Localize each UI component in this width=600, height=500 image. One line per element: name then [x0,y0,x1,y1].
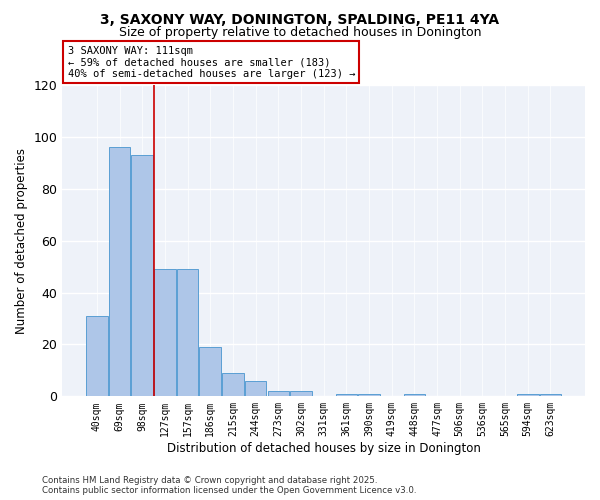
Bar [245,381,266,396]
Bar [517,394,539,396]
Bar [539,394,561,396]
Bar [404,394,425,396]
Bar [177,269,199,396]
Text: Contains HM Land Registry data © Crown copyright and database right 2025.
Contai: Contains HM Land Registry data © Crown c… [42,476,416,495]
Bar [199,347,221,397]
Bar [358,394,380,396]
Y-axis label: Number of detached properties: Number of detached properties [15,148,28,334]
Text: 3, SAXONY WAY, DONINGTON, SPALDING, PE11 4YA: 3, SAXONY WAY, DONINGTON, SPALDING, PE11… [100,12,500,26]
Bar [109,148,130,396]
Bar [86,316,107,396]
Bar [131,155,153,396]
Text: 3 SAXONY WAY: 111sqm
← 59% of detached houses are smaller (183)
40% of semi-deta: 3 SAXONY WAY: 111sqm ← 59% of detached h… [68,46,355,79]
Bar [268,391,289,396]
Bar [335,394,357,396]
Bar [222,373,244,396]
Bar [154,269,176,396]
X-axis label: Distribution of detached houses by size in Donington: Distribution of detached houses by size … [167,442,481,455]
Bar [290,391,312,396]
Text: Size of property relative to detached houses in Donington: Size of property relative to detached ho… [119,26,481,39]
